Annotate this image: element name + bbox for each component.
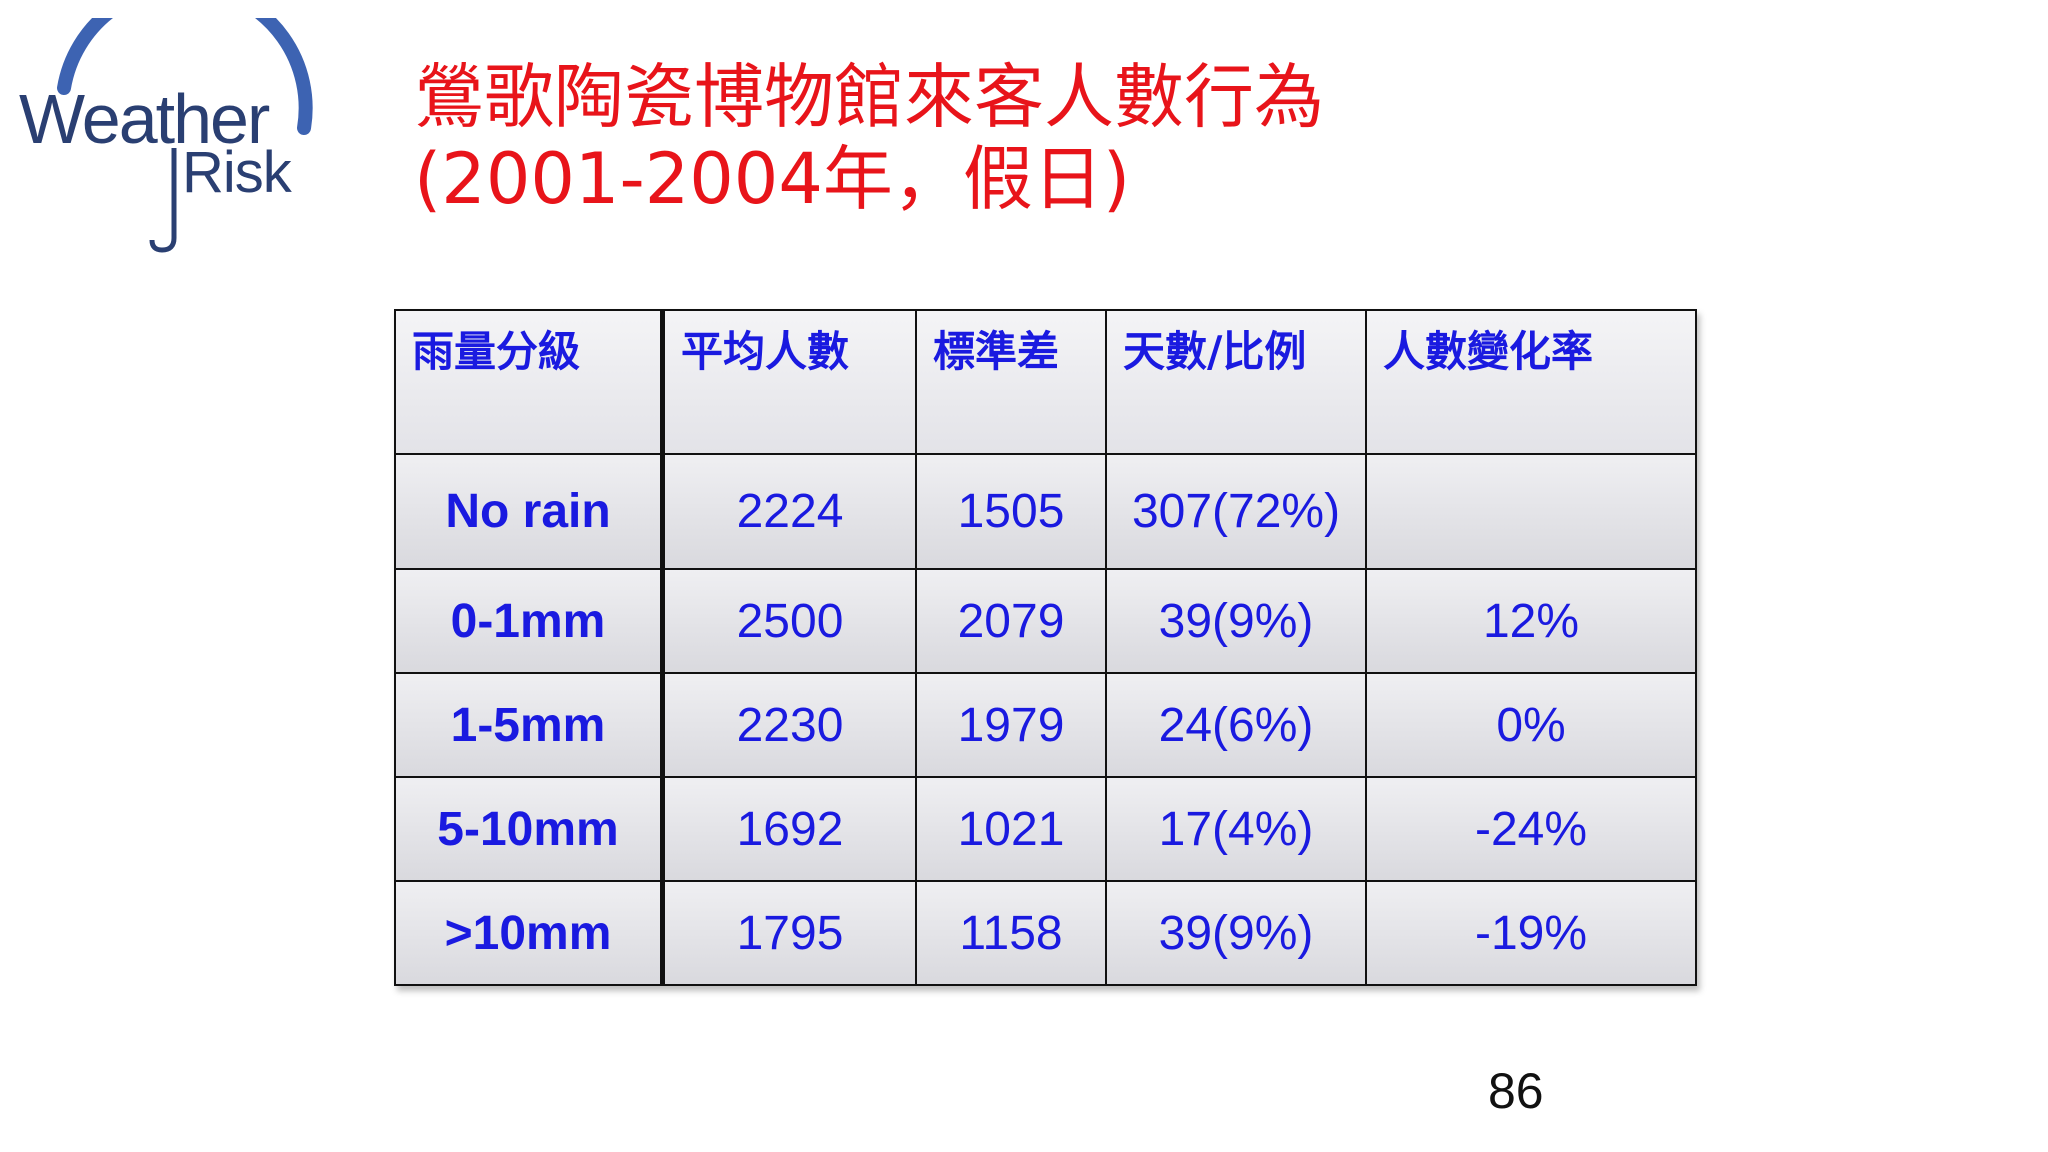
- table-row: No rain 2224 1505 307(72%): [394, 453, 1697, 570]
- days-cell: 17(4%): [1105, 776, 1367, 882]
- mean-cell: 1795: [661, 880, 917, 986]
- std-cell: 1021: [915, 776, 1107, 882]
- change-cell: 12%: [1365, 568, 1697, 674]
- row-label: No rain: [394, 453, 665, 570]
- row-label: 0-1mm: [394, 568, 665, 674]
- header-rain-level: 雨量分級: [394, 309, 665, 455]
- page-number: 86: [1488, 1063, 1544, 1119]
- mean-cell: 2500: [661, 568, 917, 674]
- header-change-rate: 人數變化率: [1365, 309, 1697, 455]
- rainfall-visitors-table: 雨量分級 平均人數 標準差 天數/比例 人數變化率 No rain 2224 1…: [394, 309, 1697, 986]
- slide-title: 鶯歌陶瓷博物館來客人數行為 (2001-2004年，假日): [414, 56, 1324, 220]
- row-label: 1-5mm: [394, 672, 665, 778]
- days-cell: 24(6%): [1105, 672, 1367, 778]
- title-line-2: (2001-2004年，假日): [414, 138, 1131, 220]
- table-header-row: 雨量分級 平均人數 標準差 天數/比例 人數變化率: [394, 309, 1697, 455]
- days-cell: 39(9%): [1105, 880, 1367, 986]
- umbrella-arc-icon: [57, 18, 313, 253]
- std-cell: 1979: [915, 672, 1107, 778]
- table-row: 0-1mm 2500 2079 39(9%) 12%: [394, 568, 1697, 674]
- std-cell: 2079: [915, 568, 1107, 674]
- weather-risk-logo: Weather Risk: [14, 18, 314, 258]
- table-row: 1-5mm 2230 1979 24(6%) 0%: [394, 672, 1697, 778]
- change-cell: [1365, 453, 1697, 570]
- logo-word-weather: Weather: [19, 80, 270, 158]
- days-cell: 39(9%): [1105, 568, 1367, 674]
- title-line-1: 鶯歌陶瓷博物館來客人數行為: [414, 56, 1324, 138]
- table-row: >10mm 1795 1158 39(9%) -19%: [394, 880, 1697, 986]
- mean-cell: 1692: [661, 776, 917, 882]
- change-cell: 0%: [1365, 672, 1697, 778]
- row-label: 5-10mm: [394, 776, 665, 882]
- change-cell: -19%: [1365, 880, 1697, 986]
- mean-cell: 2224: [661, 453, 917, 570]
- header-std-dev: 標準差: [915, 309, 1107, 455]
- header-mean-visitors: 平均人數: [661, 309, 917, 455]
- days-cell: 307(72%): [1105, 453, 1367, 570]
- header-days-ratio: 天數/比例: [1105, 309, 1367, 455]
- mean-cell: 2230: [661, 672, 917, 778]
- std-cell: 1158: [915, 880, 1107, 986]
- logo-word-risk: Risk: [182, 140, 292, 205]
- change-cell: -24%: [1365, 776, 1697, 882]
- std-cell: 1505: [915, 453, 1107, 570]
- table-row: 5-10mm 1692 1021 17(4%) -24%: [394, 776, 1697, 882]
- row-label: >10mm: [394, 880, 665, 986]
